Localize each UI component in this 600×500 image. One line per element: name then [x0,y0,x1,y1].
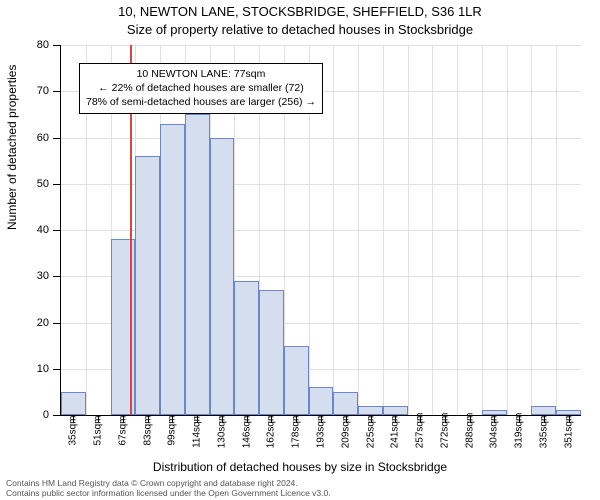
y-tick [53,369,61,370]
histogram-bar [135,156,160,415]
gridline-h [61,45,581,46]
x-tick-label: 193sqm [316,413,327,449]
histogram-bar [358,406,383,415]
x-tick-label: 209sqm [340,413,351,449]
x-tick-label: 304sqm [489,413,500,449]
histogram-bar [333,392,358,415]
y-tick [53,415,61,416]
gridline-v [432,45,433,415]
x-tick-label: 83sqm [142,415,153,445]
y-tick-label: 50 [37,178,49,190]
x-tick-label: 67sqm [117,415,128,445]
histogram-bar [160,124,185,415]
x-tick-label: 51sqm [93,415,104,445]
gridline-v [507,45,508,415]
x-tick-label: 130sqm [216,413,227,449]
histogram-bar [309,387,334,415]
histogram-bar [259,290,284,415]
histogram-bar [383,406,408,415]
histogram-bar [234,281,259,415]
y-tick-label: 80 [37,39,49,51]
annotation-line1: 10 NEWTON LANE: 77sqm [86,67,316,81]
annotation-line3: 78% of semi-detached houses are larger (… [86,95,316,109]
y-tick-label: 70 [37,85,49,97]
y-tick [53,45,61,46]
gridline-h [61,138,581,139]
x-tick-label: 178sqm [291,413,302,449]
footer-line2: Contains public sector information licen… [6,488,331,498]
x-tick-label: 241sqm [390,413,401,449]
plot-area: 0102030405060708035sqm51sqm67sqm83sqm99s… [60,45,581,416]
x-tick-label: 272sqm [439,413,450,449]
y-tick [53,230,61,231]
gridline-v [358,45,359,415]
y-tick-label: 0 [43,409,49,421]
gridline-v [457,45,458,415]
y-tick [53,138,61,139]
histogram-bar [185,114,210,415]
x-tick-label: 99sqm [167,415,178,445]
gridline-v [408,45,409,415]
gridline-v [333,45,334,415]
y-tick [53,184,61,185]
histogram-bar [61,392,86,415]
gridline-v [556,45,557,415]
annotation-box: 10 NEWTON LANE: 77sqm ← 22% of detached … [79,63,323,114]
x-tick-label: 114sqm [192,413,203,448]
gridline-v [482,45,483,415]
chart-container: 10, NEWTON LANE, STOCKSBRIDGE, SHEFFIELD… [0,0,600,500]
x-tick-label: 35sqm [68,415,79,445]
histogram-bar [284,346,309,415]
chart-title-address: 10, NEWTON LANE, STOCKSBRIDGE, SHEFFIELD… [0,4,600,19]
histogram-bar [531,406,556,415]
x-tick-label: 288sqm [464,413,475,449]
histogram-bar [556,410,581,415]
histogram-bar [482,410,507,415]
x-tick-label: 335sqm [538,413,549,449]
footer-line1: Contains HM Land Registry data © Crown c… [6,478,331,488]
y-tick-label: 30 [37,270,49,282]
y-tick [53,276,61,277]
gridline-v [531,45,532,415]
x-tick-label: 257sqm [415,413,426,449]
x-tick-label: 351sqm [563,413,574,449]
annotation-line2: ← 22% of detached houses are smaller (72… [86,81,316,95]
x-axis-label: Distribution of detached houses by size … [0,460,600,474]
histogram-bar [210,138,235,416]
y-tick-label: 10 [37,363,49,375]
y-tick-label: 20 [37,317,49,329]
x-tick-label: 225sqm [365,413,376,449]
x-tick-label: 162sqm [266,413,277,449]
y-tick [53,91,61,92]
x-tick-label: 146sqm [241,413,252,449]
footer-attribution: Contains HM Land Registry data © Crown c… [6,478,331,498]
x-tick-label: 319sqm [514,413,525,449]
chart-title-subtitle: Size of property relative to detached ho… [0,22,600,37]
y-tick [53,323,61,324]
y-tick-label: 60 [37,132,49,144]
gridline-v [383,45,384,415]
y-axis-label: Number of detached properties [5,65,19,230]
y-tick-label: 40 [37,224,49,236]
